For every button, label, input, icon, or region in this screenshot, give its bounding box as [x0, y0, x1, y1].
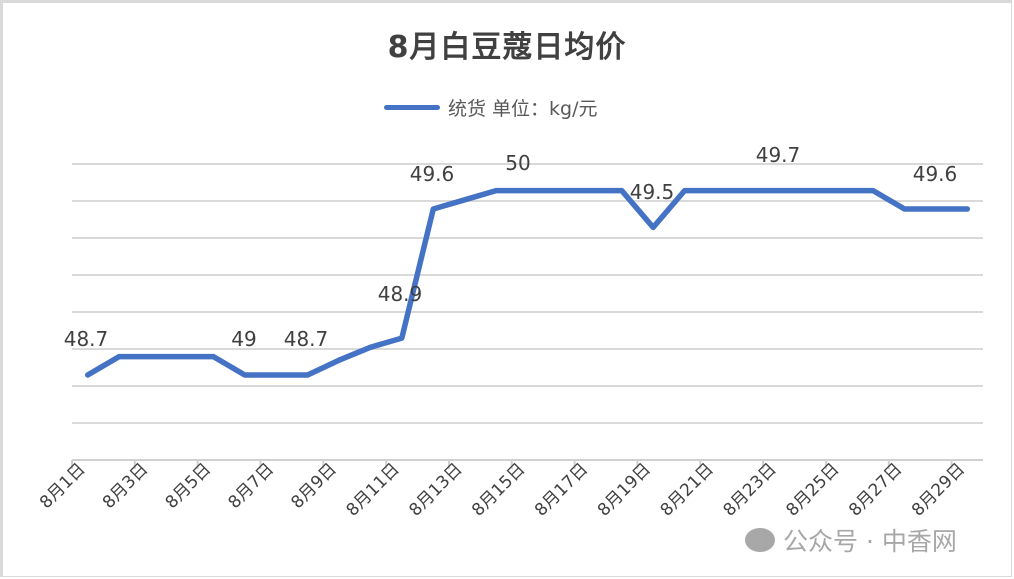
x-tick-label: 8月25日: [782, 459, 843, 520]
legend-line-swatch: [384, 105, 440, 110]
data-label: 49.6: [913, 162, 958, 186]
x-tick-label: 8月1日: [36, 459, 89, 512]
x-tick-label: 8月3日: [99, 459, 152, 512]
x-tick-label: 8月17日: [531, 459, 592, 520]
data-label: 49.5: [630, 180, 675, 204]
data-label: 48.7: [64, 327, 109, 351]
x-tick-label: 8月21日: [657, 459, 718, 520]
x-tick-label: 8月23日: [720, 459, 781, 520]
x-tick-label: 8月5日: [162, 459, 215, 512]
data-label: 50: [505, 151, 530, 175]
x-tick-label: 8月29日: [908, 459, 969, 520]
data-label: 49: [231, 327, 256, 351]
x-tick-label: 8月15日: [468, 459, 529, 520]
x-tick-label: 8月13日: [405, 459, 466, 520]
data-label: 48.7: [284, 327, 329, 351]
x-tick-label: 8月19日: [594, 459, 655, 520]
x-tick-label: 8月27日: [845, 459, 906, 520]
chart-title: 8月白豆蔻日均价: [387, 30, 627, 65]
data-label: 49.6: [410, 162, 455, 186]
data-label: 48.9: [378, 282, 423, 306]
wechat-icon: [745, 528, 775, 552]
data-label: 49.7: [756, 143, 801, 167]
x-tick-label: 8月7日: [225, 459, 278, 512]
x-tick-label: 8月11日: [343, 459, 404, 520]
x-tick-label: 8月9日: [287, 459, 340, 512]
legend-label: 统货 单位：kg/元: [448, 98, 598, 120]
legend: 统货 单位：kg/元: [384, 94, 598, 121]
price-line: [84, 187, 971, 378]
watermark-text: 公众号 · 中香网: [783, 527, 957, 556]
watermark: 公众号 · 中香网: [745, 522, 957, 558]
